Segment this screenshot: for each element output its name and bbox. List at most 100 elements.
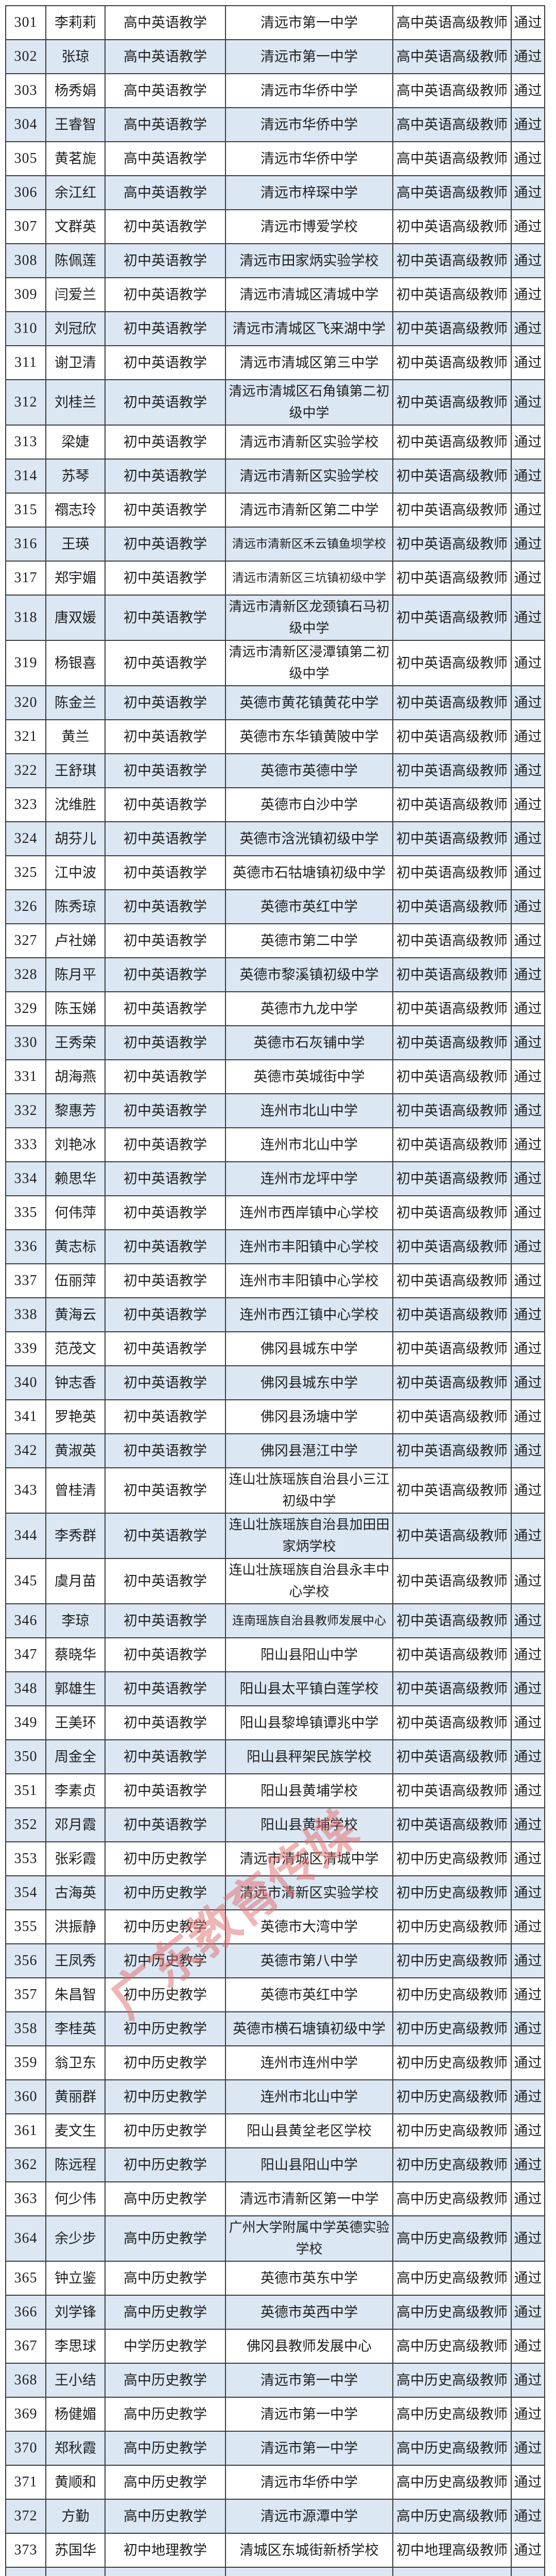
cell-result: 通过	[511, 107, 545, 142]
cell-result: 通过	[511, 379, 545, 426]
cell-no: 357	[5, 1977, 46, 2012]
cell-no: 336	[5, 1229, 46, 1264]
cell-school: 清远市清城区第三中学	[225, 345, 393, 380]
cell-result: 通过	[511, 2045, 545, 2080]
cell-school: 阳山县黄坌老区学校	[225, 2113, 393, 2148]
cell-name: 闫爱兰	[45, 277, 106, 312]
cell-school: 连南瑶族自治县教师发展中心	[225, 1603, 393, 1638]
cell-result: 通过	[511, 1093, 545, 1128]
cell-subject: 初中地理教学	[105, 2533, 226, 2568]
table-row: 315 禤志玲 初中英语教学 清远市清新区第二中学 初中英语高级教师 通过	[5, 493, 545, 528]
cell-result: 通过	[511, 277, 545, 312]
table-row: 365 钟立鉴 高中历史教学 英德市英东中学 高中历史高级教师 通过	[5, 2261, 545, 2296]
table-row: 303 杨秀娟 高中英语教学 清远市华侨中学 高中英语高级教师 通过	[5, 73, 545, 108]
cell-title: 初中英语高级教师	[392, 1671, 512, 1706]
cell-name: 郑秋霞	[45, 2431, 106, 2466]
cell-name: 江中波	[45, 855, 106, 890]
cell-name: 陈秀琼	[45, 889, 106, 924]
cell-name: 古海英	[45, 1875, 106, 1910]
cell-name: 陈月平	[45, 957, 106, 992]
cell-school: 佛冈县教师发展中心	[225, 2329, 393, 2364]
cell-no: 326	[5, 889, 46, 924]
cell-title: 初中历史高级教师	[392, 1909, 512, 1944]
table-row: 367 李思球 中学历史教学 佛冈县教师发展中心 高中历史高级教师 通过	[5, 2329, 545, 2364]
cell-school: 清远市清城区清城中学	[225, 277, 393, 312]
cell-title: 初中英语高级教师	[392, 459, 512, 494]
table-row: 326 陈秀琼 初中英语教学 英德市英红中学 初中英语高级教师 通过	[5, 889, 545, 924]
cell-title: 初中英语高级教师	[392, 1433, 512, 1468]
table-row: 369 杨健媚 高中历史教学 清远市第一中学 高中历史高级教师 通过	[5, 2397, 545, 2432]
cell-no: 324	[5, 821, 46, 856]
cell-result: 通过	[511, 459, 545, 494]
cell-no: 363	[5, 2181, 46, 2216]
cell-subject: 初中英语教学	[105, 957, 226, 992]
table-row: 340 钟志香 初中英语教学 佛冈县城东中学 初中英语高级教师 通过	[5, 1365, 545, 1400]
table-row: 356 王凤秀 初中历史教学 英德市第八中学 初中历史高级教师 通过	[5, 1943, 545, 1978]
cell-result: 通过	[511, 991, 545, 1026]
cell-no: 305	[5, 141, 46, 176]
table-row: 313 梁婕 初中英语教学 清远市清新区实验学校 初中英语高级教师 通过	[5, 425, 545, 460]
cell-school: 连山壮族瑶族自治县加田田家炳学校	[225, 1513, 393, 1559]
cell-result: 通过	[511, 1603, 545, 1638]
cell-no: 354	[5, 1875, 46, 1910]
table-row: 304 王睿智 高中英语教学 清远市华侨中学 高中英语高级教师 通过	[5, 107, 545, 142]
cell-no: 314	[5, 459, 46, 494]
cell-no: 367	[5, 2329, 46, 2364]
cell-subject: 高中历史教学	[105, 2363, 226, 2398]
cell-school: 英德市英城街中学	[225, 1059, 393, 1094]
cell-result: 通过	[511, 1059, 545, 1094]
cell-result: 通过	[511, 73, 545, 108]
cell-name: 罗艳英	[45, 1399, 106, 1434]
table-row: 318 唐双媛 初中英语教学 清远市清新区龙颈镇石马初级中学 初中英语高级教师 通过	[5, 595, 545, 641]
cell-subject: 初中英语教学	[105, 311, 226, 346]
cell-result: 通过	[511, 243, 545, 278]
cell-school: 阳山县秤架民族学校	[225, 1739, 393, 1774]
cell-subject: 初中历史教学	[105, 1875, 226, 1910]
cell-no: 339	[5, 1331, 46, 1366]
cell-school: 清远市清新区龙颈镇石马初级中学	[225, 595, 393, 641]
cell-name: 钟志香	[45, 1365, 106, 1400]
cell-no: 350	[5, 1739, 46, 1774]
table-row: 319 杨银喜 初中英语教学 清远市清新区浸潭镇第二初级中学 初中英语高级教师 通过	[5, 640, 545, 686]
table-body: 301 李莉莉 高中英语教学 清远市第一中学 高中英语高级教师 通过 302 张琼 高中英语教学…	[5, 5, 545, 2576]
cell-title: 初中历史高级教师	[392, 1841, 512, 1876]
cell-school: 阳山县太平镇白莲学校	[225, 1671, 393, 1706]
cell-title: 高中英语高级教师	[392, 175, 512, 210]
cell-title: 高中英语高级教师	[392, 107, 512, 142]
cell-result: 通过	[511, 1637, 545, 1672]
cell-school: 英德市东华镇黄陂中学	[225, 719, 393, 754]
cell-title: 高中英语高级教师	[392, 141, 512, 176]
table-row: 359 翁卫东 初中历史教学 连州市连州中学 初中历史高级教师 通过	[5, 2045, 545, 2080]
cell-school: 清远市博爱学校	[225, 209, 393, 244]
table-row: 355 洪振静 初中历史教学 英德市大湾中学 初中历史高级教师 通过	[5, 1909, 545, 1944]
cell-result: 通过	[511, 1773, 545, 1808]
cell-no: 318	[5, 595, 46, 641]
table-row: 309 闫爱兰 初中英语教学 清远市清城区清城中学 初中英语高级教师 通过	[5, 277, 545, 312]
cell-title: 高中历史高级教师	[392, 2465, 512, 2500]
cell-title: 初中英语高级教师	[392, 277, 512, 312]
cell-name: 李莉莉	[45, 5, 106, 40]
cell-subject: 初中历史教学	[105, 1909, 226, 1944]
cell-no: 348	[5, 1671, 46, 1706]
cell-no: 310	[5, 311, 46, 346]
cell-result: 通过	[511, 640, 545, 686]
cell-title: 初中英语高级教师	[392, 855, 512, 890]
cell-no: 319	[5, 640, 46, 686]
cell-subject: 初中历史教学	[105, 2147, 226, 2182]
cell-no: 304	[5, 107, 46, 142]
cell-no: 317	[5, 561, 46, 596]
cell-name: 何少伟	[45, 2181, 106, 2216]
cell-subject: 高中英语教学	[105, 107, 226, 142]
table-row: 358 李桂英 初中历史教学 英德市横石塘镇初级中学 初中历史高级教师 通过	[5, 2011, 545, 2046]
cell-subject: 高中英语教学	[105, 141, 226, 176]
cell-name: 刘学锋	[45, 2295, 106, 2330]
cell-result: 通过	[511, 2533, 545, 2568]
cell-subject: 初中英语教学	[105, 787, 226, 822]
cell-title: 高中历史高级教师	[392, 2261, 512, 2296]
cell-result: 通过	[511, 5, 545, 40]
cell-no: 321	[5, 719, 46, 754]
cell-subject: 高中英语教学	[105, 73, 226, 108]
cell-name: 虞月苗	[45, 1558, 106, 1604]
cell-result: 通过	[511, 1909, 545, 1944]
cell-name: 杨秀娟	[45, 73, 106, 108]
